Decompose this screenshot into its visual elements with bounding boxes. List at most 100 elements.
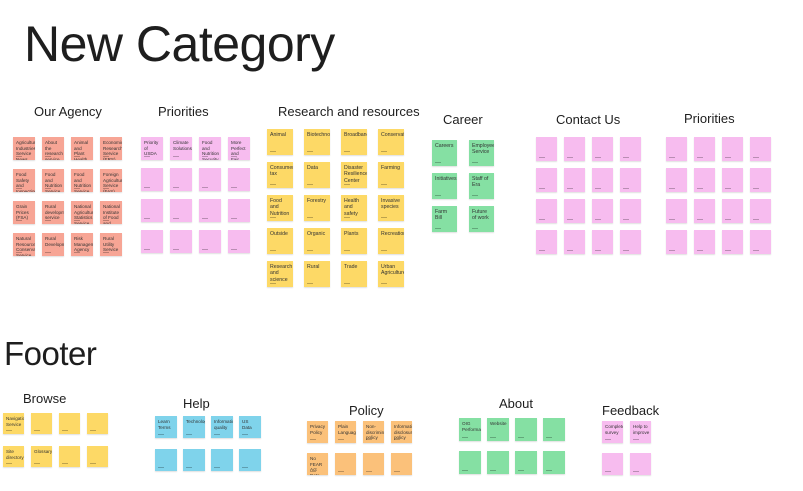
- sticky-note[interactable]: Rural Utility Service: [100, 233, 122, 256]
- sticky-note[interactable]: Climate Solutions: [170, 137, 192, 160]
- sticky-note[interactable]: [487, 451, 509, 474]
- sticky-note[interactable]: [564, 230, 585, 254]
- sticky-note[interactable]: Consumer tax: [267, 162, 293, 188]
- sticky-note[interactable]: [620, 230, 641, 254]
- sticky-note[interactable]: [564, 137, 585, 161]
- sticky-note[interactable]: [59, 446, 80, 467]
- sticky-note[interactable]: [564, 168, 585, 192]
- sticky-note[interactable]: [543, 451, 565, 474]
- sticky-note[interactable]: [750, 199, 771, 223]
- sticky-note[interactable]: Organic: [304, 228, 330, 254]
- sticky-note[interactable]: Forestry: [304, 195, 330, 221]
- sticky-note[interactable]: Site directory: [3, 446, 24, 467]
- sticky-note[interactable]: Technology: [183, 416, 205, 438]
- sticky-note[interactable]: OIG Performance: [459, 418, 481, 441]
- sticky-note[interactable]: [363, 453, 384, 475]
- sticky-note[interactable]: Website: [487, 418, 509, 441]
- sticky-note[interactable]: [630, 453, 651, 475]
- sticky-note[interactable]: Data: [304, 162, 330, 188]
- sticky-note[interactable]: [592, 137, 613, 161]
- sticky-note[interactable]: Agricultural Industries Service News: [13, 137, 35, 160]
- sticky-note[interactable]: [592, 168, 613, 192]
- sticky-note[interactable]: Outside: [267, 228, 293, 254]
- sticky-note[interactable]: Careers: [432, 140, 457, 166]
- sticky-note[interactable]: Food Safety and Inspection Service (FSIS…: [13, 169, 35, 192]
- sticky-note[interactable]: Help to improve: [630, 421, 651, 443]
- sticky-note[interactable]: Food and Nutrition Security: [199, 137, 221, 160]
- sticky-note[interactable]: Navigation Service: [3, 413, 24, 434]
- sticky-note[interactable]: [536, 199, 557, 223]
- sticky-note[interactable]: Animal: [267, 129, 293, 155]
- sticky-note[interactable]: Grain Prices (FSA): [13, 201, 35, 224]
- sticky-note[interactable]: Priority of USDA: [141, 137, 163, 160]
- sticky-note[interactable]: [750, 137, 771, 161]
- sticky-note[interactable]: Conservation: [378, 129, 404, 155]
- sticky-note[interactable]: Trade: [341, 261, 367, 287]
- sticky-note[interactable]: Economic Research Service (ERS): [100, 137, 122, 160]
- sticky-note[interactable]: [620, 199, 641, 223]
- sticky-note[interactable]: Natural Resources Conservation Service (…: [13, 233, 35, 256]
- sticky-note[interactable]: [199, 199, 221, 222]
- sticky-note[interactable]: Invasive species: [378, 195, 404, 221]
- sticky-note[interactable]: [694, 230, 715, 254]
- sticky-note[interactable]: [564, 199, 585, 223]
- sticky-note[interactable]: [620, 168, 641, 192]
- sticky-note[interactable]: Non-discrimination policy: [363, 421, 384, 443]
- sticky-note[interactable]: [666, 137, 687, 161]
- sticky-note[interactable]: Farming: [378, 162, 404, 188]
- sticky-note[interactable]: [183, 449, 205, 471]
- sticky-note[interactable]: [750, 168, 771, 192]
- sticky-note[interactable]: Information disclosure policy: [391, 421, 412, 443]
- sticky-note[interactable]: Staff of Era: [469, 173, 494, 199]
- sticky-note[interactable]: No FEAR Act Data: [307, 453, 328, 475]
- sticky-note[interactable]: National Institute of Food and Agricultu…: [100, 201, 122, 224]
- sticky-note[interactable]: [750, 230, 771, 254]
- sticky-note[interactable]: [335, 453, 356, 475]
- sticky-note[interactable]: [536, 168, 557, 192]
- sticky-note[interactable]: [228, 168, 250, 191]
- sticky-note[interactable]: [620, 137, 641, 161]
- sticky-note[interactable]: [592, 230, 613, 254]
- sticky-note[interactable]: [722, 137, 743, 161]
- sticky-note[interactable]: Farm Bill: [432, 206, 457, 232]
- sticky-note[interactable]: [602, 453, 623, 475]
- sticky-note[interactable]: [722, 230, 743, 254]
- sticky-note[interactable]: [59, 413, 80, 434]
- sticky-note[interactable]: [87, 413, 108, 434]
- sticky-note[interactable]: Recreation: [378, 228, 404, 254]
- sticky-note[interactable]: [694, 137, 715, 161]
- sticky-note[interactable]: US Data: [239, 416, 261, 438]
- sticky-note[interactable]: Biotechnology: [304, 129, 330, 155]
- sticky-note[interactable]: Rural Development: [42, 233, 64, 256]
- sticky-note[interactable]: [722, 199, 743, 223]
- sticky-note[interactable]: [31, 413, 52, 434]
- sticky-note[interactable]: [592, 199, 613, 223]
- sticky-note[interactable]: Learn Terms: [155, 416, 177, 438]
- sticky-note[interactable]: [515, 418, 537, 441]
- sticky-note[interactable]: National Agricultural Statistics Service…: [71, 201, 93, 224]
- sticky-note[interactable]: Rural development service: [42, 201, 64, 224]
- sticky-note[interactable]: Urban Agriculture: [378, 261, 404, 287]
- sticky-note[interactable]: Broadband: [341, 129, 367, 155]
- sticky-note[interactable]: [170, 168, 192, 191]
- sticky-note[interactable]: Research and science: [267, 261, 293, 287]
- sticky-note[interactable]: Health and safety: [341, 195, 367, 221]
- sticky-note[interactable]: [199, 230, 221, 253]
- sticky-note[interactable]: Glossary: [31, 446, 52, 467]
- sticky-note[interactable]: [459, 451, 481, 474]
- sticky-note[interactable]: [141, 230, 163, 253]
- sticky-note[interactable]: Complete survey: [602, 421, 623, 443]
- sticky-note[interactable]: Animal and Plant Health Inspection Servi…: [71, 137, 93, 160]
- sticky-note[interactable]: [694, 199, 715, 223]
- sticky-note[interactable]: [170, 199, 192, 222]
- sticky-note[interactable]: [666, 230, 687, 254]
- sticky-note[interactable]: [536, 230, 557, 254]
- sticky-note[interactable]: Food and Nutrition Service: [42, 169, 64, 192]
- sticky-note[interactable]: Privacy Policy: [307, 421, 328, 443]
- sticky-note[interactable]: Disaster Resilience Center: [341, 162, 367, 188]
- sticky-note[interactable]: Food and Nutrition: [267, 195, 293, 221]
- sticky-note[interactable]: Rural: [304, 261, 330, 287]
- sticky-note[interactable]: Risk Management Agency: [71, 233, 93, 256]
- sticky-note[interactable]: [694, 168, 715, 192]
- sticky-note[interactable]: [141, 199, 163, 222]
